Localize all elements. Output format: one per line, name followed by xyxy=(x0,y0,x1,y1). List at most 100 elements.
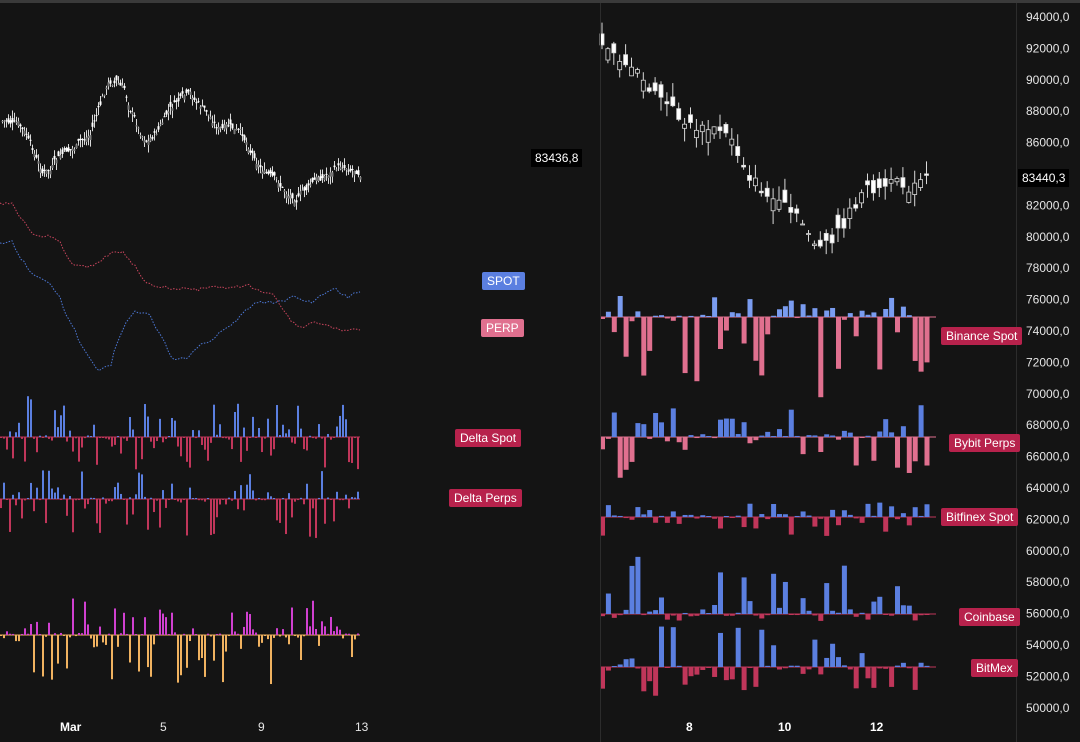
left-candle-body xyxy=(5,120,8,122)
coinbase-bar xyxy=(818,614,824,621)
left-candle-body xyxy=(355,170,358,174)
volume-delta-bar xyxy=(300,635,302,661)
delta-perps-bar xyxy=(147,499,149,530)
left-candle-body xyxy=(307,183,310,186)
coinbase-bar xyxy=(777,607,782,614)
right-price-axis-label: 58000,0 xyxy=(1026,575,1070,589)
volume-delta-bar xyxy=(183,633,185,635)
left-candle-body xyxy=(175,100,178,102)
delta-perps-bar xyxy=(66,499,68,516)
coinbase-bar xyxy=(600,614,605,617)
delta-spot-bar xyxy=(252,416,254,437)
right-chart-panel[interactable]: 94000,092000,090000,088000,086000,084000… xyxy=(526,3,1080,742)
delta-spot-bar xyxy=(0,437,2,439)
delta-spot-bar xyxy=(36,437,38,453)
left-candle-body xyxy=(211,122,214,126)
bitfinex-spot-bar xyxy=(777,514,782,517)
volume-delta-bar xyxy=(159,609,161,635)
delta-spot-bar xyxy=(255,437,257,439)
left-chart-panel[interactable]: 100000,096000,092000,088000,084000,08000… xyxy=(0,3,587,742)
volume-delta-bar xyxy=(90,635,92,639)
delta-perps-bar xyxy=(264,499,266,501)
delta-perps-bar xyxy=(24,499,26,501)
bitfinex-spot-bar xyxy=(700,515,706,517)
delta-perps-bar xyxy=(144,496,146,499)
delta-spot-bar xyxy=(57,427,59,437)
delta-perps-bar xyxy=(3,482,5,499)
delta-perps-bar xyxy=(153,499,155,513)
left-candle-body xyxy=(319,176,322,181)
left-candle-body xyxy=(315,176,318,182)
right-candle-body xyxy=(888,179,894,184)
coinbase-bar xyxy=(712,605,718,614)
volume-delta-bar xyxy=(135,633,137,635)
volume-delta-bar xyxy=(102,635,104,643)
binance-spot-badge: Binance Spot xyxy=(941,327,1023,345)
volume-delta-bar xyxy=(354,635,356,640)
bybit-perps-bar xyxy=(800,437,806,455)
right-price-axis-label: 72000,0 xyxy=(1026,355,1070,369)
delta-spot-bar xyxy=(33,437,35,439)
bitmex-bar xyxy=(623,659,629,667)
delta-spot-bar xyxy=(75,437,77,439)
volume-delta-bar xyxy=(3,635,5,639)
bybit-perps-bar xyxy=(900,426,906,437)
delta-perps-bar xyxy=(228,497,230,499)
binance-spot-bar xyxy=(924,317,930,363)
delta-spot-bar xyxy=(267,418,269,437)
binance-spot-bar xyxy=(759,317,765,376)
delta-spot-bar xyxy=(279,435,281,437)
coinbase-bar xyxy=(706,612,712,614)
delta-perps-bar xyxy=(63,494,65,499)
right-candle-body xyxy=(617,61,623,71)
right-price-axis-label: 52000,0 xyxy=(1026,669,1070,683)
delta-spot-bar xyxy=(306,437,308,451)
right-candle-body xyxy=(646,87,652,92)
left-candle-body xyxy=(333,165,336,168)
binance-spot-bar xyxy=(700,314,706,317)
left-candle-body xyxy=(241,134,244,137)
delta-spot-bar xyxy=(186,437,188,462)
delta-perps-bar xyxy=(267,492,269,499)
delta-spot-bar xyxy=(318,424,320,437)
left-chart-canvas[interactable]: 100000,096000,092000,088000,084000,08000… xyxy=(0,3,587,742)
right-candle-body xyxy=(664,101,670,105)
bitmex-bar xyxy=(676,665,682,667)
delta-perps-bar xyxy=(108,499,110,502)
right-candle-body xyxy=(776,199,782,210)
right-candle-body xyxy=(682,123,688,129)
delta-spot-bar xyxy=(105,437,107,439)
left-candle-body xyxy=(231,123,234,129)
right-candle-body xyxy=(847,207,853,219)
delta-spot-bar xyxy=(303,437,305,450)
delta-spot-bar xyxy=(162,437,164,443)
delta-spot-bar xyxy=(3,437,5,439)
volume-delta-bar xyxy=(207,633,209,635)
coinbase-bar xyxy=(688,614,694,617)
coinbase-bar xyxy=(794,614,800,616)
coinbase-bar xyxy=(782,581,788,614)
binance-spot-bar xyxy=(883,308,889,317)
bybit-perps-bar xyxy=(865,435,871,437)
volume-delta-bar xyxy=(339,629,341,635)
volume-delta-bar xyxy=(306,608,308,635)
left-candle-body xyxy=(325,173,328,175)
right-chart-canvas[interactable]: 94000,092000,090000,088000,086000,084000… xyxy=(526,3,1080,742)
bybit-perps-bar xyxy=(659,422,664,437)
volume-delta-bar xyxy=(81,633,83,635)
volume-delta-bar xyxy=(108,633,110,635)
volume-delta-bar xyxy=(105,635,107,645)
binance-spot-bar xyxy=(694,317,700,382)
left-candle-body xyxy=(101,96,104,98)
bitfinex-spot-bar xyxy=(647,510,653,517)
bitfinex-spot-bar xyxy=(788,517,794,535)
delta-perps-bar xyxy=(87,499,89,505)
delta-spot-bar xyxy=(147,416,149,437)
delta-perps-bar xyxy=(327,497,329,499)
left-candle-body xyxy=(253,153,256,159)
left-candle-body xyxy=(109,80,112,84)
delta-spot-bar xyxy=(135,437,137,470)
delta-spot-bar xyxy=(156,437,158,442)
volume-delta-bar xyxy=(255,632,257,635)
coinbase-bar xyxy=(670,614,676,616)
